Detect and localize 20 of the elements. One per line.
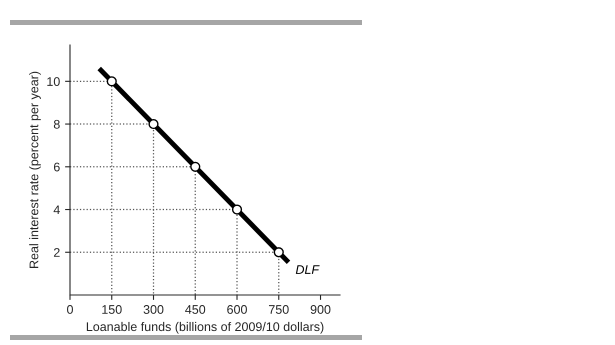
x-tick-label: 450 [185, 305, 206, 314]
x-axis-title: Loanable funds (billions of 2009/10 dollars) [86, 322, 324, 334]
point [190, 162, 200, 172]
y-axis-title: Real interest rate (percent per year) [29, 72, 41, 268]
x-tick-label: 300 [144, 305, 164, 314]
y-tick-label: 8 [54, 120, 60, 129]
y-tick-label: 2 [54, 248, 60, 257]
point [148, 118, 159, 130]
x-tick-label: 750 [268, 305, 289, 314]
y-tick-label: 4 [54, 205, 60, 214]
y-tick-label: 6 [54, 162, 60, 172]
x-tick-label: 0 [67, 305, 73, 314]
series-label: DLF [296, 265, 320, 274]
point [106, 76, 117, 86]
point [274, 247, 284, 258]
point [232, 204, 242, 215]
x-tick-label: 900 [310, 305, 330, 314]
x-tick-label: 600 [227, 305, 247, 314]
x-tick-label: 150 [102, 305, 122, 314]
y-tick-label: 10 [47, 77, 60, 86]
